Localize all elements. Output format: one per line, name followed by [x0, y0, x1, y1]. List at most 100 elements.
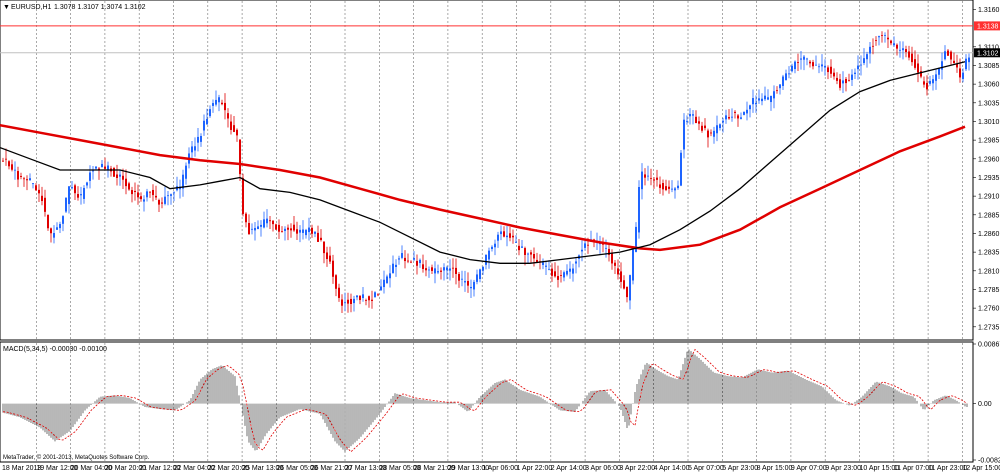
candle-body	[92, 170, 94, 172]
candle-body	[428, 269, 430, 271]
candle-body	[233, 125, 235, 132]
candle-body	[338, 287, 340, 298]
candle-body	[758, 98, 760, 101]
candle-body	[917, 63, 919, 73]
candle-body	[263, 219, 265, 228]
candle-body	[194, 146, 196, 151]
candle-body	[395, 264, 397, 268]
candle-body	[851, 74, 853, 80]
candle-body	[461, 278, 463, 280]
candle-body	[833, 72, 835, 77]
candle-body	[224, 102, 226, 111]
candle-body	[365, 300, 367, 301]
candle-body	[173, 192, 175, 194]
candle-body	[128, 183, 130, 190]
current-price-box	[974, 48, 1000, 58]
candle-body	[527, 253, 529, 255]
candle-body	[479, 269, 481, 280]
candle-body	[275, 224, 277, 230]
price-axis-label: 1.2910	[978, 194, 1000, 201]
candle-body	[89, 172, 91, 181]
candle-body	[383, 279, 385, 288]
candle-body	[746, 109, 748, 114]
candle-body	[62, 216, 64, 224]
candle-body	[71, 187, 73, 189]
candle-body	[614, 262, 616, 266]
candle-body	[845, 78, 847, 84]
candle-body	[695, 116, 697, 124]
candle-body	[212, 103, 214, 106]
chart-symbol-title: EURUSD,H1	[11, 4, 52, 11]
main-price-panel[interactable]	[0, 0, 974, 341]
candle-body	[353, 298, 355, 304]
current-price-label: 1.3102	[977, 50, 999, 57]
candle-body	[227, 113, 229, 119]
candle-body	[896, 44, 898, 49]
candle-body	[446, 267, 448, 271]
candle-body	[782, 76, 784, 86]
candle-body	[734, 111, 736, 113]
candle-body	[422, 264, 424, 269]
candle-body	[368, 296, 370, 301]
candle-body	[857, 65, 859, 70]
candle-body	[767, 97, 769, 100]
candle-body	[47, 214, 49, 229]
candle-body	[314, 231, 316, 234]
candle-body	[335, 275, 337, 289]
candle-body	[137, 192, 139, 198]
candle-body	[947, 50, 949, 56]
candle-body	[359, 295, 361, 301]
candle-body	[143, 199, 145, 202]
candle-body	[872, 45, 874, 47]
candle-body	[965, 58, 967, 70]
time-axis-label: 28 Mar 05:00	[379, 465, 420, 472]
candle-body	[785, 73, 787, 81]
time-axis-label: 3 Apr 06:00	[585, 465, 621, 472]
candle-body	[245, 213, 247, 223]
candle-body	[485, 254, 487, 265]
candle-body	[5, 158, 7, 160]
candle-body	[530, 252, 532, 255]
time-axis-label: 11 Apr 07:00	[894, 465, 933, 472]
candle-body	[671, 188, 673, 190]
candle-body	[185, 165, 187, 179]
macd-signal-line	[2, 348, 968, 453]
candle-body	[668, 186, 670, 189]
candle-body	[770, 95, 772, 103]
price-axis-label: 1.2885	[978, 212, 1000, 219]
candle-body	[215, 99, 217, 105]
candle-body	[284, 228, 286, 232]
time-axis-label: 19 Mar 12:00	[36, 465, 77, 472]
candle-body	[701, 125, 703, 131]
candle-body	[20, 175, 22, 177]
horizontal-line-price-box	[974, 21, 1000, 31]
candle-body	[35, 185, 37, 191]
candle-body	[305, 229, 307, 236]
candle-body	[818, 66, 820, 68]
candle-body	[377, 294, 379, 296]
candle-body	[821, 64, 823, 67]
candle-body	[518, 245, 520, 251]
candle-body	[287, 227, 289, 230]
price-axis-label: 1.2960	[978, 156, 1000, 163]
candle-body	[707, 130, 709, 138]
candle-body	[932, 79, 934, 84]
candle-body	[203, 120, 205, 131]
candle-body	[572, 268, 574, 274]
chart-menu-icon[interactable]: ▼	[3, 4, 10, 11]
time-axis-label: 4 Apr 14:00	[654, 465, 690, 472]
candle-body	[65, 197, 67, 212]
time-axis-label: 10 Apr 15:00	[860, 465, 900, 472]
time-axis-label: 5 Apr 07:00	[688, 465, 724, 472]
candle-body	[17, 171, 19, 180]
candle-body	[635, 226, 637, 252]
candle-body	[29, 178, 31, 181]
candle-body	[569, 268, 571, 272]
candle-body	[950, 51, 952, 60]
candle-body	[458, 274, 460, 281]
candle-body	[119, 174, 121, 177]
candle-body	[434, 268, 436, 274]
